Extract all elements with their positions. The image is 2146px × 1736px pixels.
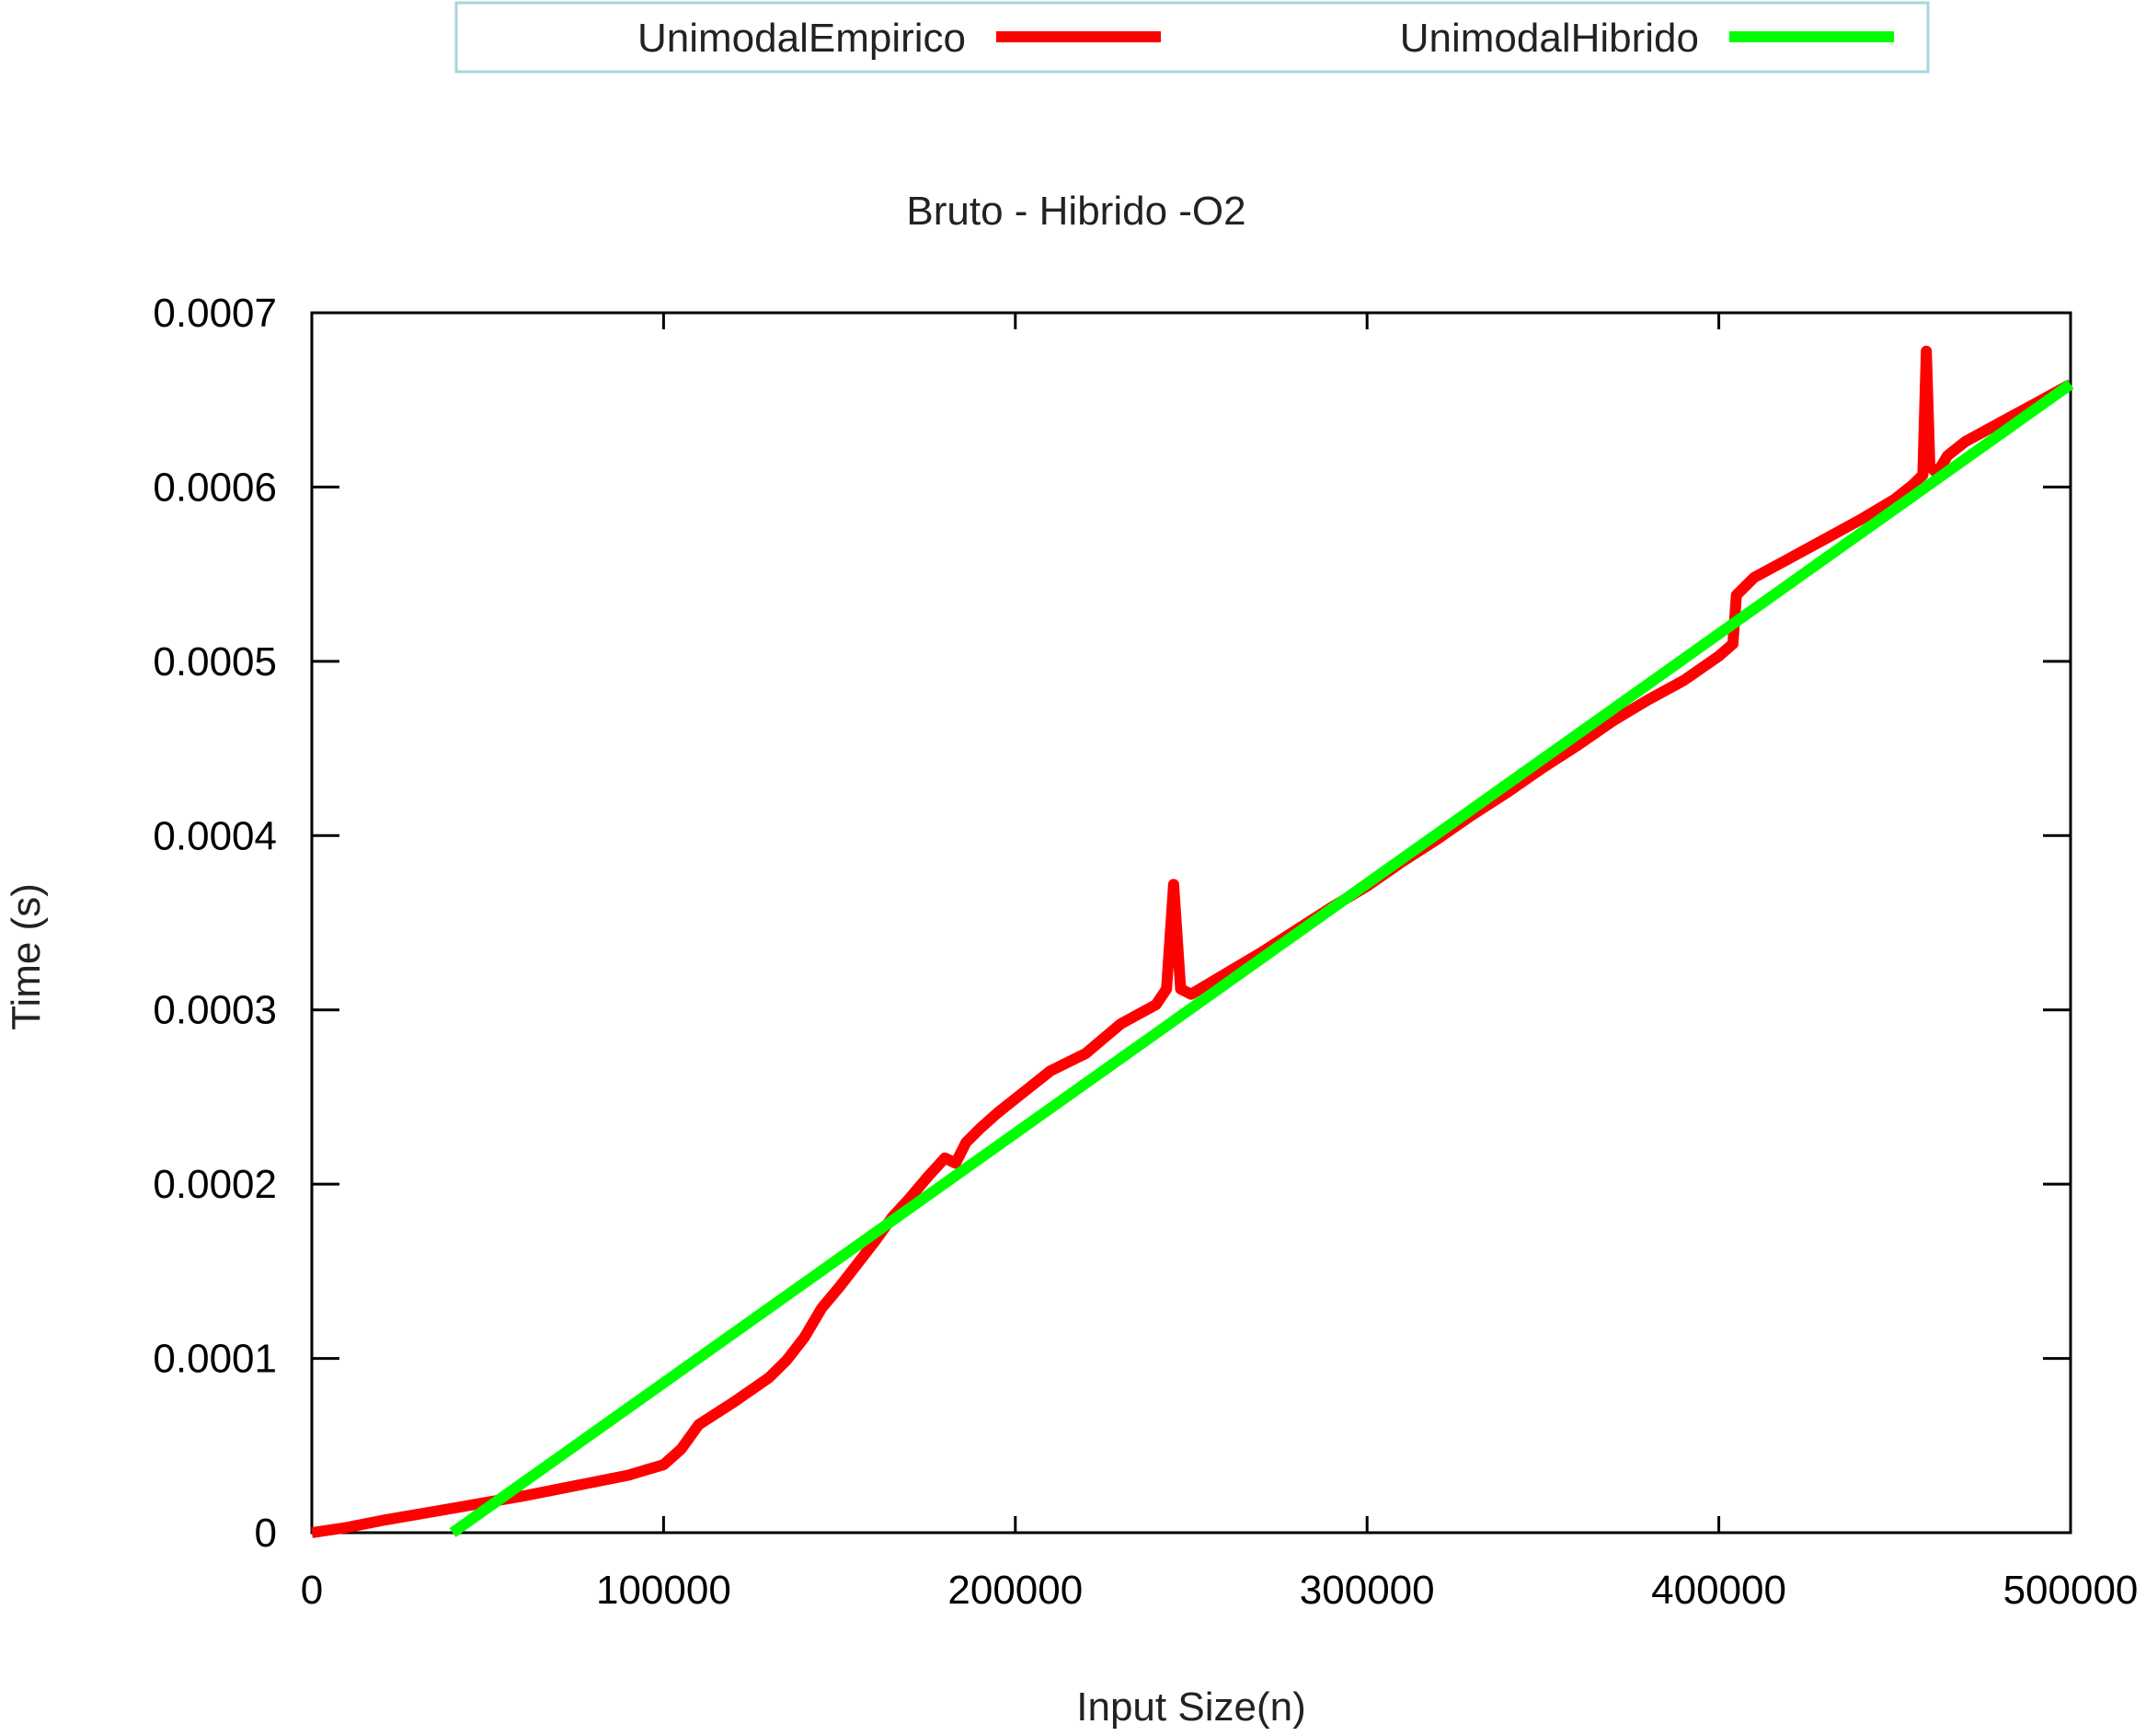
legend-label-series-2: UnimodalHibrido bbox=[1400, 16, 1699, 61]
x-tick-label: 0 bbox=[301, 1568, 323, 1613]
x-axis-title: Input Size(n) bbox=[1076, 1684, 1305, 1730]
series-layer bbox=[311, 345, 2074, 1538]
y-tick-label: 0.0001 bbox=[153, 1337, 277, 1382]
tick-labels: 0 100000 200000 300000 400000 500000 0 0.0001 0.… bbox=[153, 291, 2138, 1613]
y-axis-title: Time (s) bbox=[4, 883, 49, 1030]
x-tick-label: 500000 bbox=[2003, 1568, 2139, 1613]
series-line-1 bbox=[311, 345, 2073, 1538]
x-tick-label: 400000 bbox=[1651, 1568, 1786, 1613]
plot-frame bbox=[310, 311, 2072, 1535]
y-tick-label: 0 bbox=[255, 1511, 277, 1556]
y-tick-label: 0.0002 bbox=[153, 1162, 277, 1207]
y-tick-label: 0.0007 bbox=[153, 291, 277, 336]
chart-title: Bruto - Hibrido -O2 bbox=[906, 189, 1245, 234]
legend: UnimodalEmpirico UnimodalHibrido bbox=[454, 1, 1930, 74]
x-tick-label: 100000 bbox=[596, 1568, 731, 1613]
y-tick-label: 0.0003 bbox=[153, 988, 277, 1033]
legend-frame bbox=[454, 1, 1930, 74]
y-tick-label: 0.0006 bbox=[153, 465, 277, 510]
y-tick-label: 0.0004 bbox=[153, 813, 277, 858]
legend-label-series-1: UnimodalEmpirico bbox=[637, 16, 966, 61]
x-tick-label: 200000 bbox=[947, 1568, 1083, 1613]
series-line-2 bbox=[449, 379, 2074, 1537]
y-tick-label: 0.0005 bbox=[153, 639, 277, 684]
ticks bbox=[310, 311, 2072, 1535]
x-tick-label: 300000 bbox=[1300, 1568, 1435, 1613]
